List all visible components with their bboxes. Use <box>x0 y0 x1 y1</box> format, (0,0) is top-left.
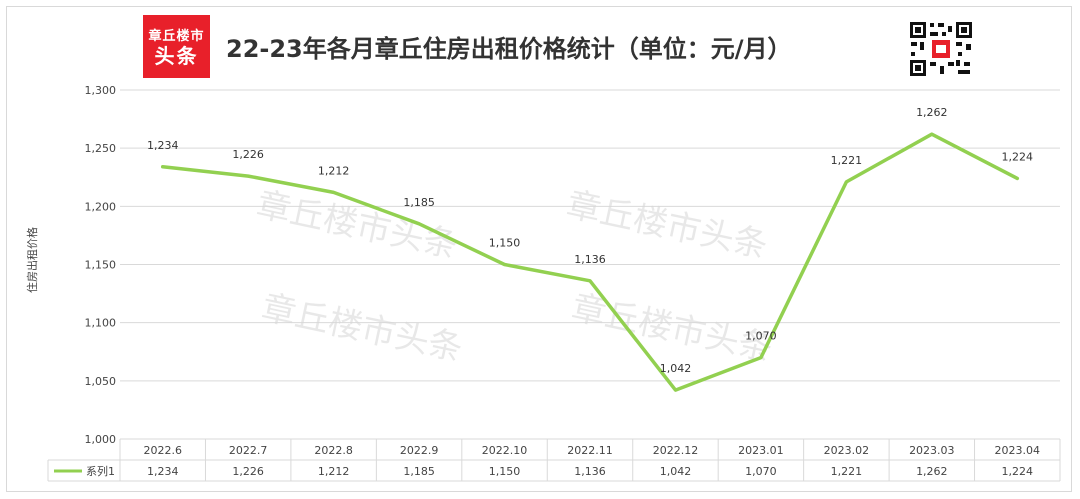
x-tick-label: 2022.10 <box>482 444 528 457</box>
data-label: 1,212 <box>318 164 350 177</box>
table-value: 1,224 <box>1002 465 1034 478</box>
y-tick-label: 1,000 <box>85 433 117 446</box>
data-label: 1,226 <box>232 148 264 161</box>
watermark-text: 章丘楼市头条 <box>568 288 776 370</box>
watermark-text: 章丘楼市头条 <box>258 288 466 370</box>
y-tick-label: 1,100 <box>85 317 117 330</box>
x-tick-label: 2023.01 <box>738 444 784 457</box>
table-value: 1,234 <box>147 465 179 478</box>
data-label: 1,224 <box>1002 150 1034 163</box>
x-tick-label: 2022.6 <box>143 444 182 457</box>
chart-frame <box>6 6 1072 492</box>
y-tick-label: 1,300 <box>85 84 117 97</box>
y-tick-label: 1,200 <box>85 200 117 213</box>
brand-logo: 章丘楼市 头条 <box>143 15 210 78</box>
table-value: 1,150 <box>489 465 521 478</box>
table-value: 1,212 <box>318 465 350 478</box>
table-value: 1,262 <box>916 465 948 478</box>
x-tick-label: 2022.8 <box>314 444 353 457</box>
y-tick-label: 1,050 <box>85 375 117 388</box>
x-tick-label: 2023.02 <box>824 444 870 457</box>
table-value: 1,042 <box>660 465 692 478</box>
chart-title: 22-23年各月章丘住房出租价格统计（单位：元/月） <box>226 35 792 63</box>
x-tick-label: 2023.04 <box>995 444 1041 457</box>
data-label: 1,136 <box>574 253 606 266</box>
x-tick-label: 2023.03 <box>909 444 955 457</box>
data-label: 1,221 <box>831 154 863 167</box>
data-label: 1,070 <box>745 330 777 343</box>
series-line <box>160 132 1020 392</box>
series-1-line <box>160 132 1020 392</box>
data-label: 1,262 <box>916 106 948 119</box>
qr-code-icon <box>908 20 974 78</box>
data-label: 1,185 <box>403 196 435 209</box>
logo-line-1: 章丘楼市 <box>148 29 205 44</box>
y-tick-labels: 1,000 1,050 1,100 1,150 1,200 1,250 1,300 <box>85 84 117 446</box>
table-value: 1,070 <box>745 465 777 478</box>
logo-line-2: 头条 <box>154 44 199 68</box>
x-tick-label: 2022.9 <box>400 444 439 457</box>
x-tick-label: 2022.7 <box>229 444 268 457</box>
x-tick-label: 2022.12 <box>653 444 699 457</box>
data-label: 1,234 <box>147 139 179 152</box>
x-tick-label: 2022.11 <box>567 444 613 457</box>
data-table: 2022.6 2022.7 2022.8 2022.9 2022.10 2022.11 20… <box>47 439 1061 482</box>
y-tick-label: 1,150 <box>85 259 117 272</box>
data-label: 1,150 <box>489 237 521 250</box>
table-value: 1,221 <box>831 465 863 478</box>
table-value: 1,185 <box>403 465 435 478</box>
grid-lines <box>120 89 1060 440</box>
data-label: 1,042 <box>660 362 692 375</box>
legend-label: 系列1 <box>86 464 115 478</box>
table-value: 1,136 <box>574 465 606 478</box>
data-labels: 1,234 1,226 1,212 1,185 1,150 1,136 1,042 1,070… <box>147 106 1033 375</box>
y-tick-label: 1,250 <box>85 142 117 155</box>
table-value: 1,226 <box>232 465 264 478</box>
